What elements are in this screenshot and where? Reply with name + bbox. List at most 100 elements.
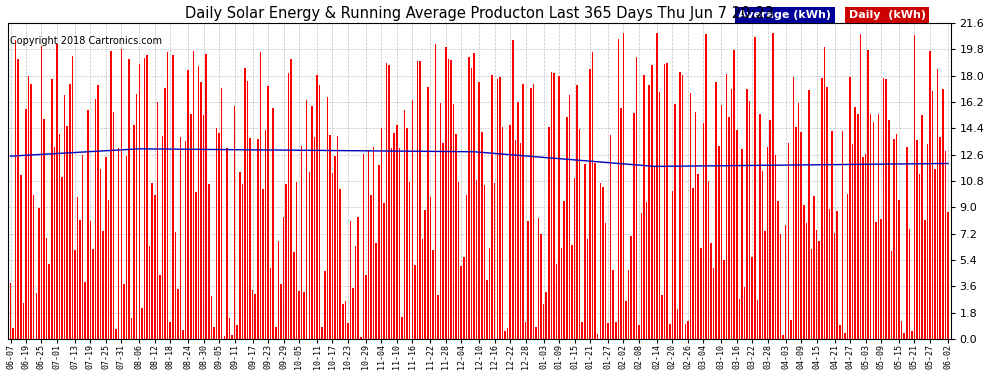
Bar	[837, 211, 838, 339]
Bar	[367, 150, 369, 339]
Bar	[332, 173, 334, 339]
Bar	[473, 53, 475, 339]
Bar	[118, 148, 120, 339]
Bar	[885, 79, 887, 339]
Bar	[251, 291, 253, 339]
Bar	[203, 116, 205, 339]
Bar	[23, 303, 24, 339]
Bar	[388, 65, 390, 339]
Bar	[172, 55, 173, 339]
Bar	[63, 94, 65, 339]
Bar	[734, 50, 735, 339]
Bar	[335, 156, 336, 339]
Bar	[360, 337, 361, 339]
Bar	[520, 143, 521, 339]
Bar	[862, 157, 863, 339]
Bar	[808, 90, 810, 339]
Bar	[82, 154, 83, 339]
Bar	[432, 251, 434, 339]
Bar	[751, 256, 753, 339]
Bar	[417, 61, 418, 339]
Bar	[249, 138, 250, 339]
Bar	[875, 222, 876, 339]
Bar	[349, 221, 351, 339]
Bar	[600, 183, 601, 339]
Bar	[427, 87, 429, 339]
Bar	[568, 95, 570, 339]
Bar	[36, 293, 37, 339]
Bar	[541, 234, 542, 339]
Bar	[41, 46, 43, 339]
Bar	[306, 100, 308, 339]
Bar	[517, 102, 519, 339]
Bar	[878, 114, 879, 339]
Bar	[671, 190, 673, 339]
Bar	[90, 221, 91, 339]
Bar	[769, 120, 771, 339]
Bar	[666, 63, 668, 339]
Bar	[530, 88, 532, 339]
Bar	[87, 111, 88, 339]
Bar	[245, 68, 246, 339]
Bar	[785, 225, 786, 339]
Bar	[468, 57, 469, 339]
Bar	[499, 77, 501, 339]
Bar	[303, 292, 305, 339]
Bar	[478, 82, 480, 339]
Bar	[806, 223, 807, 339]
Bar	[633, 113, 635, 339]
Bar	[813, 196, 815, 339]
Bar	[523, 84, 524, 339]
Bar	[723, 260, 725, 339]
Bar	[497, 80, 498, 339]
Bar	[947, 212, 948, 339]
Bar	[623, 33, 625, 339]
Bar	[592, 53, 593, 339]
Bar	[891, 251, 892, 339]
Bar	[373, 147, 374, 339]
Bar	[58, 135, 60, 339]
Bar	[56, 44, 57, 339]
Bar	[743, 287, 745, 339]
Bar	[607, 322, 609, 339]
Bar	[736, 130, 738, 339]
Bar	[605, 223, 606, 339]
Bar	[937, 69, 939, 339]
Bar	[216, 128, 218, 339]
Bar	[692, 188, 694, 339]
Bar	[718, 146, 720, 339]
Bar	[105, 157, 107, 339]
Bar	[342, 304, 344, 339]
Bar	[626, 301, 627, 339]
Bar	[772, 33, 773, 339]
Bar	[584, 164, 586, 339]
Bar	[383, 203, 385, 339]
Bar	[677, 309, 678, 339]
Bar	[174, 232, 176, 339]
Bar	[10, 283, 11, 339]
Bar	[97, 85, 99, 339]
Bar	[842, 130, 843, 339]
Bar	[74, 250, 75, 339]
Bar	[515, 140, 516, 339]
Bar	[283, 217, 284, 339]
Bar	[378, 165, 379, 339]
Bar	[352, 288, 353, 339]
Bar	[909, 229, 910, 339]
Bar	[370, 195, 372, 339]
Bar	[502, 128, 503, 339]
Bar	[247, 81, 248, 339]
Bar	[211, 296, 212, 339]
Bar	[457, 182, 459, 339]
Bar	[669, 324, 670, 339]
Bar	[729, 117, 730, 339]
Bar	[316, 75, 318, 339]
Bar	[79, 220, 81, 339]
Bar	[940, 137, 941, 339]
Bar	[754, 37, 755, 339]
Bar	[597, 334, 599, 339]
Bar	[264, 130, 266, 339]
Bar	[759, 114, 760, 339]
Bar	[309, 172, 310, 339]
Bar	[18, 59, 19, 339]
